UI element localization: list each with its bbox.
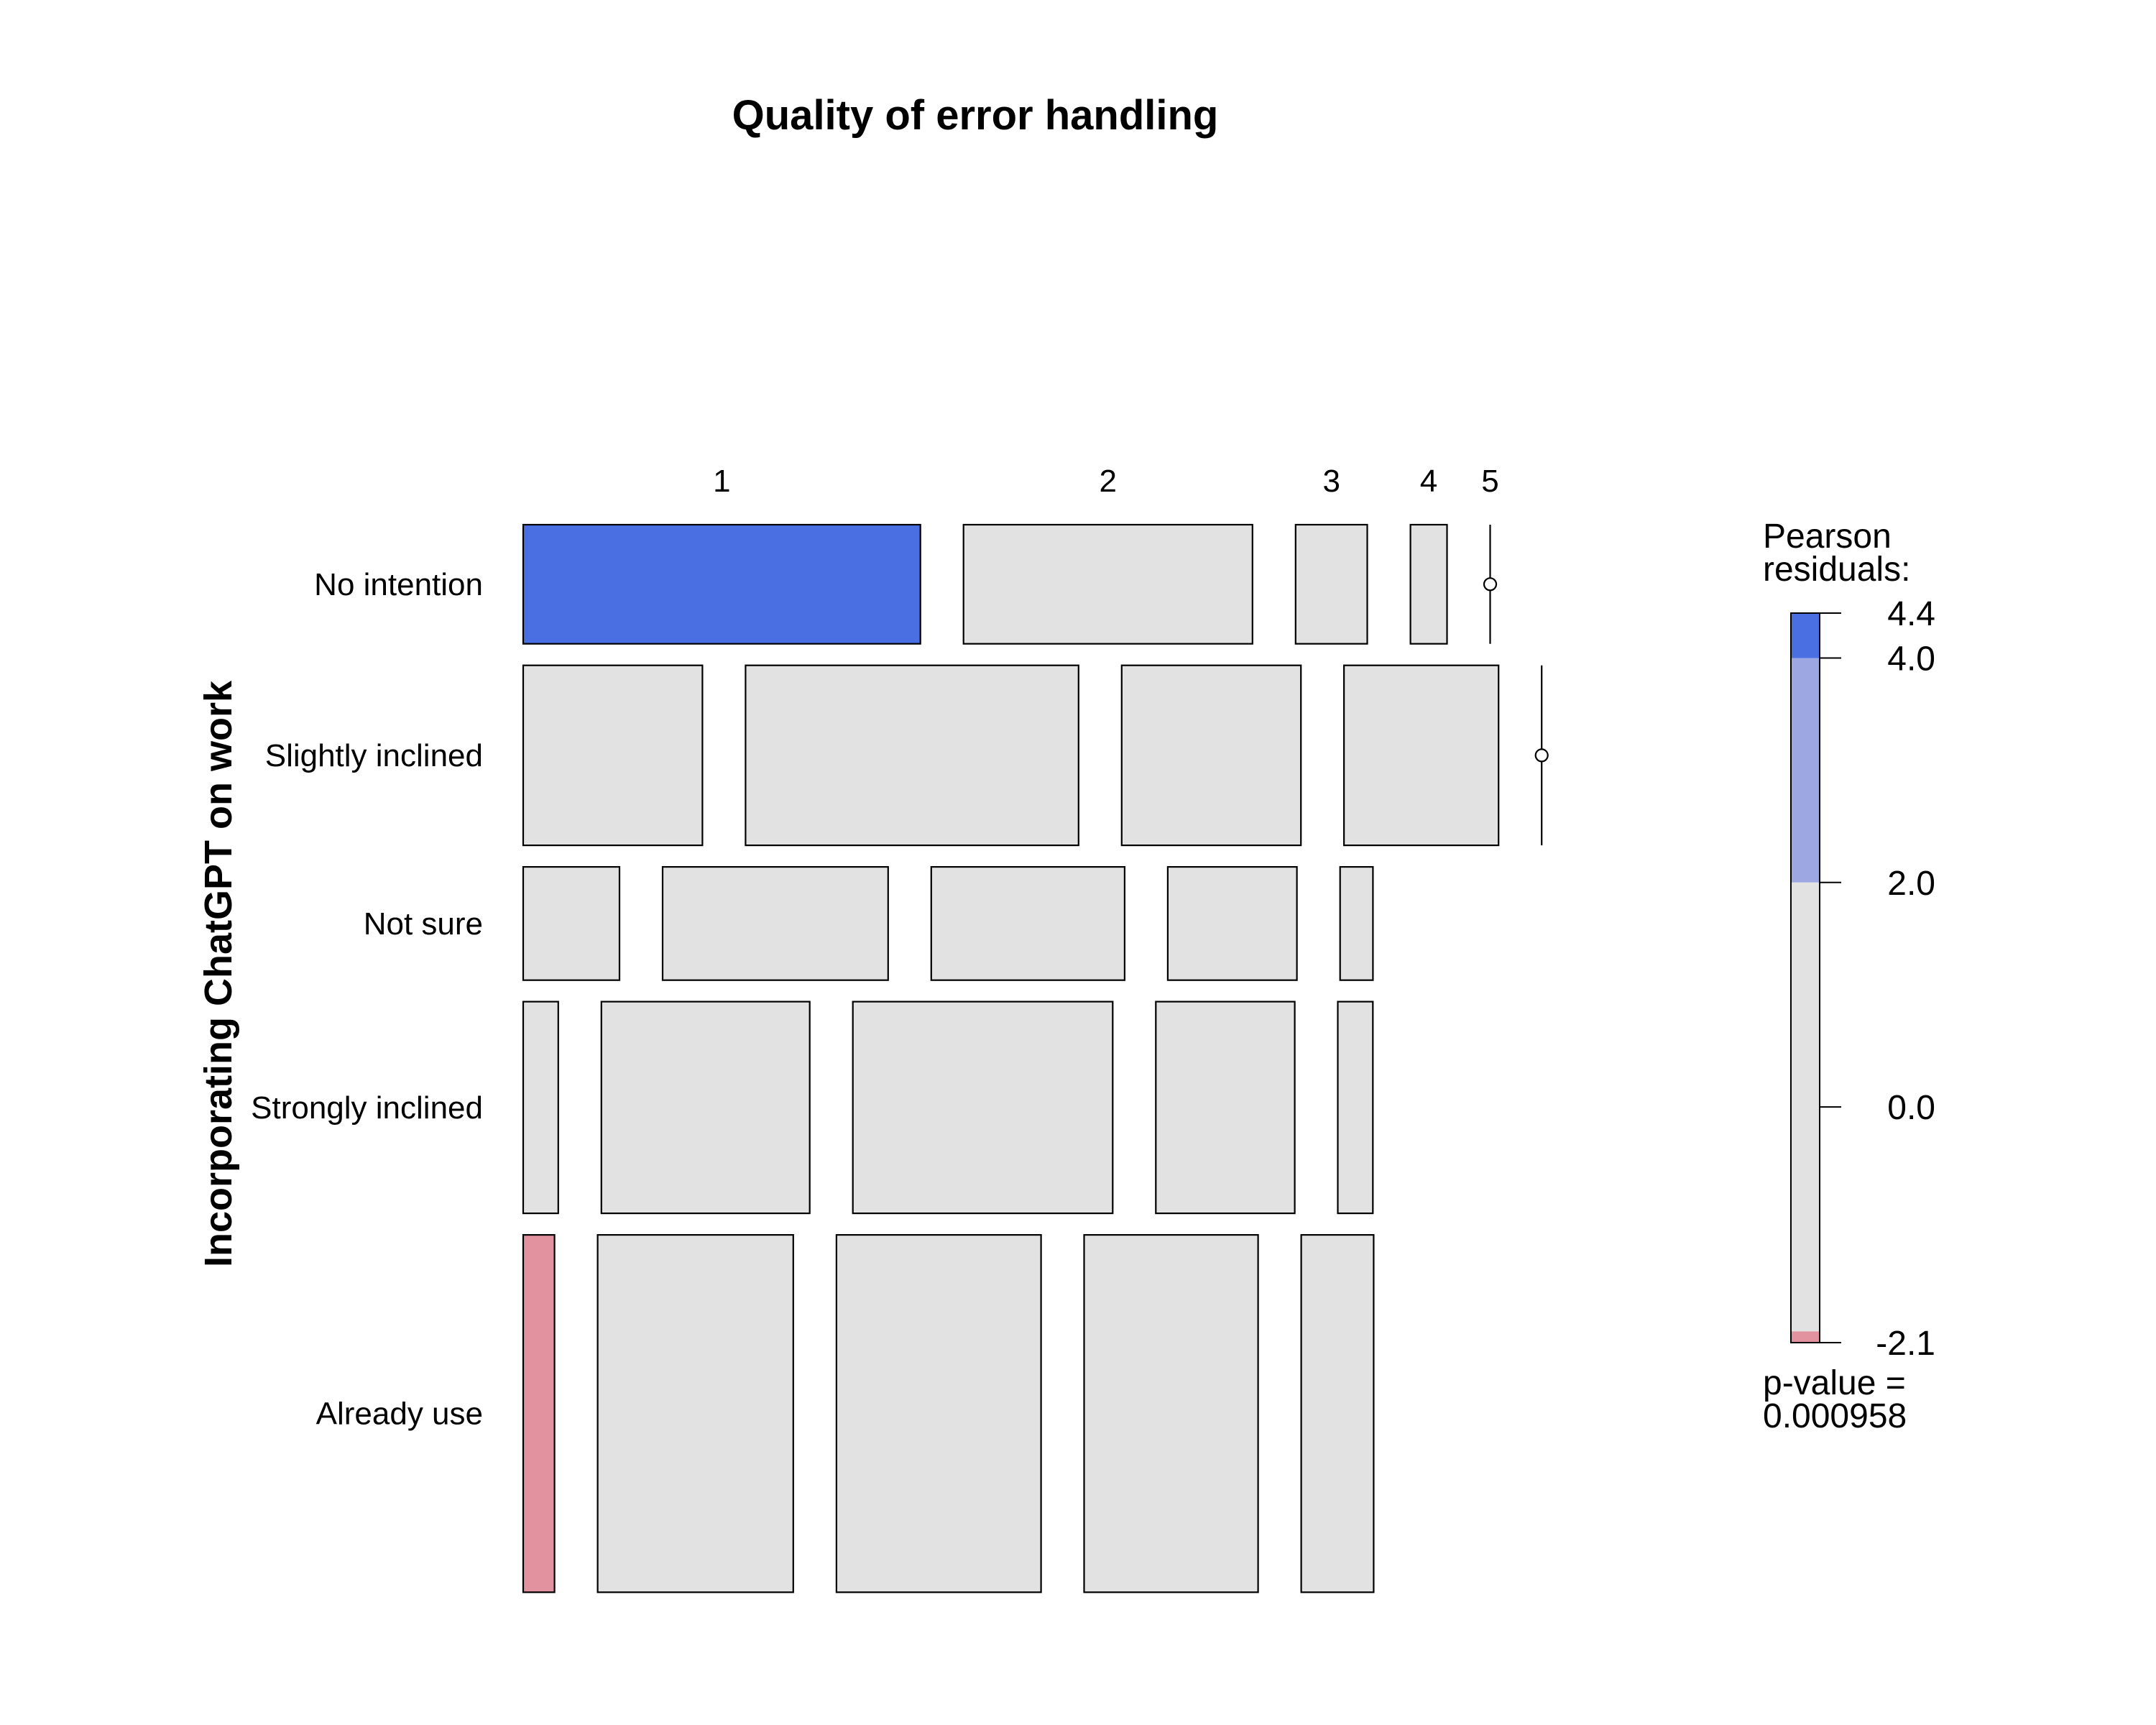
tile-no-intention-col-1 (522, 523, 921, 645)
mosaic-tiles (522, 523, 1549, 1593)
legend-bar-frame (1790, 612, 1820, 1343)
tile-not-sure-col-5 (1339, 865, 1374, 981)
legend-title-line-2: residuals: (1763, 551, 1910, 589)
row-label-strongly-inclined: Strongly inclined (251, 1090, 483, 1126)
tile-not-sure-col-4 (1166, 865, 1298, 981)
tile-strongly-inclined-col-3 (852, 1000, 1114, 1215)
tile-already-use-col-5 (1300, 1233, 1375, 1593)
column-label-1: 1 (713, 464, 730, 499)
tile-no-intention-col-2 (962, 523, 1253, 645)
p-value-number: 0.000958 (1763, 1397, 1907, 1435)
tile-strongly-inclined-col-1 (522, 1000, 559, 1215)
tile-slightly-inclined-col-4 (1342, 664, 1500, 847)
column-label-3: 3 (1322, 464, 1340, 499)
tile-already-use-col-4 (1083, 1233, 1259, 1593)
residual-legend: Pearson residuals: 4.4 4.0 2.0 0.0 -2.1 p-va… (1763, 518, 1935, 1435)
legend-band-1 (1791, 658, 1820, 883)
tile-no-intention-col-5 (1483, 525, 1498, 644)
tile-already-use-col-3 (835, 1233, 1042, 1593)
row-label-slightly-inclined: Slightly inclined (265, 738, 483, 773)
p-value-label: p-value = (1763, 1364, 1906, 1402)
column-label-5: 5 (1481, 464, 1498, 499)
legend-tick-label-3: 0.0 (1887, 1089, 1935, 1127)
column-label-2: 2 (1100, 464, 1117, 499)
tile-not-sure-col-2 (661, 865, 889, 981)
legend-band-2 (1791, 882, 1820, 1332)
row-label-no-intention: No intention (314, 567, 483, 602)
tile-strongly-inclined-col-4 (1155, 1000, 1296, 1215)
tile-no-intention-col-4 (1409, 523, 1448, 645)
tile-slightly-inclined-col-5 (1534, 665, 1549, 846)
legend-ticks: 4.4 4.0 2.0 0.0 -2.1 (1820, 595, 1935, 1363)
legend-tick-label-1: 4.0 (1887, 640, 1935, 678)
tile-not-sure-col-1 (522, 865, 621, 981)
row-label-already-use: Already use (316, 1397, 483, 1432)
tile-strongly-inclined-col-2 (600, 1000, 811, 1215)
row-label-not-sure: Not sure (364, 906, 483, 942)
legend-tick-label-4: -2.1 (1876, 1325, 1935, 1363)
tile-already-use-col-1 (522, 1233, 556, 1593)
tile-slightly-inclined-col-2 (745, 664, 1079, 847)
tile-already-use-col-2 (596, 1233, 794, 1593)
legend-tick-label-0: 4.4 (1887, 595, 1935, 633)
column-label-4: 4 (1420, 464, 1437, 499)
row-labels: No intention Slightly inclined Not sure Str… (251, 567, 483, 1432)
legend-tick-label-2: 2.0 (1887, 865, 1935, 903)
legend-color-bar (1790, 612, 1820, 1343)
legend-band-3 (1791, 1331, 1820, 1343)
tile-no-intention-col-3 (1294, 523, 1368, 645)
chart-title: Quality of error handling (732, 92, 1219, 139)
column-labels: 1 2 3 4 5 (713, 464, 1499, 499)
legend-band-0 (1791, 613, 1820, 658)
tile-strongly-inclined-col-5 (1337, 1000, 1374, 1215)
tile-slightly-inclined-col-1 (522, 664, 704, 847)
tile-not-sure-col-3 (930, 865, 1126, 981)
tile-slightly-inclined-col-3 (1120, 664, 1302, 847)
y-axis-label: Incorporating ChatGPT on work (197, 680, 240, 1267)
legend-title-line-1: Pearson (1763, 518, 1892, 556)
